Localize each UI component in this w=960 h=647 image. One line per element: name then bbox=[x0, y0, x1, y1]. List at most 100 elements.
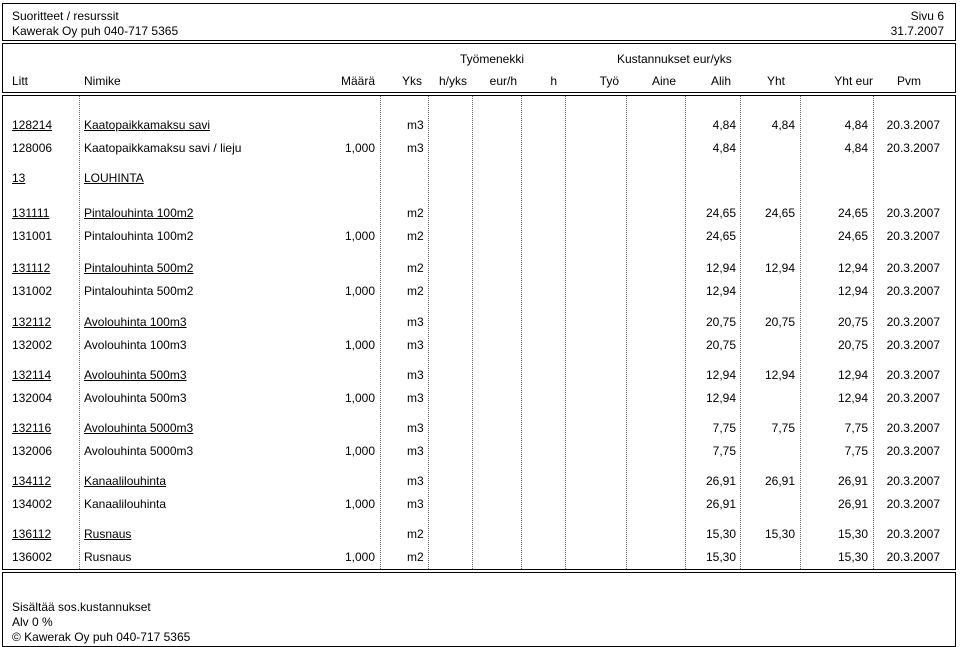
column-header-yhteur: Yht eur bbox=[834, 74, 873, 88]
cell-yhteur: 15,30 bbox=[837, 527, 868, 541]
cell-alih: 12,94 bbox=[705, 261, 736, 275]
cell-yhteur: 4,84 bbox=[844, 118, 868, 132]
cell-nimike: Kanaalilouhinta bbox=[84, 497, 167, 511]
cell-yks: m2 bbox=[407, 229, 424, 243]
cell-maara: 1,000 bbox=[344, 229, 375, 243]
cell-maara: 1,000 bbox=[344, 391, 375, 405]
cell-yks: m3 bbox=[407, 391, 424, 405]
cell-yks: m2 bbox=[407, 206, 424, 220]
cell-pvm: 20.3.2007 bbox=[886, 338, 940, 352]
column-header-maara: Määrä bbox=[340, 74, 375, 88]
cell-yks: m2 bbox=[407, 261, 424, 275]
cell-yhteur: 15,30 bbox=[837, 550, 868, 564]
column-separator bbox=[472, 96, 474, 569]
table-body-box bbox=[2, 95, 956, 570]
cell-nimike: Kaatopaikkamaksu savi / lieju bbox=[84, 141, 242, 155]
cell-litt: 132002 bbox=[12, 338, 53, 352]
cell-pvm: 20.3.2007 bbox=[886, 261, 940, 275]
cell-yhteur: 24,65 bbox=[837, 206, 868, 220]
report-date: 31.7.2007 bbox=[890, 24, 944, 38]
cell-yhteur: 12,94 bbox=[837, 261, 868, 275]
footer-note-social-costs: Sisältää sos.kustannukset bbox=[12, 600, 151, 614]
column-header-nimike: Nimike bbox=[84, 74, 121, 88]
cell-yks: m3 bbox=[407, 444, 424, 458]
column-separator bbox=[79, 96, 81, 569]
cell-litt: 136002 bbox=[12, 550, 53, 564]
cell-yhteur: 26,91 bbox=[837, 497, 868, 511]
cell-alih: 12,94 bbox=[705, 391, 736, 405]
cell-pvm: 20.3.2007 bbox=[886, 474, 940, 488]
cell-nimike: Kaatopaikkamaksu savi bbox=[84, 118, 211, 132]
column-header-pvm: Pvm bbox=[897, 74, 921, 88]
cell-yht: 7,75 bbox=[771, 421, 795, 435]
cell-litt: 132006 bbox=[12, 444, 53, 458]
column-header-alih: Alih bbox=[710, 74, 731, 88]
group-header-tyomenekki: Työmenekki bbox=[460, 52, 525, 66]
cell-yks: m3 bbox=[407, 497, 424, 511]
cell-pvm: 20.3.2007 bbox=[886, 391, 940, 405]
cell-litt: 13 bbox=[12, 171, 26, 185]
cell-yhteur: 26,91 bbox=[837, 474, 868, 488]
cell-yks: m3 bbox=[407, 141, 424, 155]
report-title: Suoritteet / resurssit bbox=[12, 9, 119, 23]
cell-maara: 1,000 bbox=[344, 338, 375, 352]
column-header-yht: Yht bbox=[766, 74, 785, 88]
cell-litt: 128006 bbox=[12, 141, 53, 155]
cell-yhteur: 20,75 bbox=[837, 338, 868, 352]
cell-alih: 7,75 bbox=[712, 444, 736, 458]
cell-nimike: Pintalouhinta 100m2 bbox=[84, 206, 194, 220]
page-number: Sivu 6 bbox=[910, 9, 944, 23]
cell-pvm: 20.3.2007 bbox=[886, 141, 940, 155]
cell-yhteur: 12,94 bbox=[837, 284, 868, 298]
cell-nimike: Pintalouhinta 500m2 bbox=[84, 261, 194, 275]
cell-litt: 132004 bbox=[12, 391, 53, 405]
column-separator bbox=[873, 96, 875, 569]
cell-nimike: Avolouhinta 500m3 bbox=[84, 391, 187, 405]
cell-yht: 12,94 bbox=[764, 368, 795, 382]
cell-yhteur: 20,75 bbox=[837, 315, 868, 329]
cell-alih: 20,75 bbox=[705, 315, 736, 329]
cell-yks: m3 bbox=[407, 368, 424, 382]
cell-yks: m3 bbox=[407, 474, 424, 488]
cell-pvm: 20.3.2007 bbox=[886, 118, 940, 132]
cell-pvm: 20.3.2007 bbox=[886, 315, 940, 329]
cell-yht: 20,75 bbox=[764, 315, 795, 329]
cell-alih: 15,30 bbox=[705, 527, 736, 541]
cell-litt: 132116 bbox=[12, 421, 52, 435]
cell-nimike: Pintalouhinta 500m2 bbox=[84, 284, 194, 298]
column-header-tyo: Työ bbox=[599, 74, 619, 88]
cell-litt: 132112 bbox=[12, 315, 52, 329]
cell-yhteur: 12,94 bbox=[837, 368, 868, 382]
cell-yhteur: 7,75 bbox=[844, 421, 868, 435]
column-separator bbox=[685, 96, 687, 569]
cell-nimike: Avolouhinta 100m3 bbox=[84, 338, 187, 352]
cell-litt: 131002 bbox=[12, 284, 53, 298]
cell-litt: 131112 bbox=[12, 261, 51, 275]
company-name: Kawerak Oy puh 040-717 5365 bbox=[12, 24, 179, 38]
cell-alih: 24,65 bbox=[705, 206, 736, 220]
column-header-box bbox=[2, 43, 956, 93]
group-header-kustannukset: Kustannukset eur/yks bbox=[617, 52, 732, 66]
cell-nimike: Kanaalilouhinta bbox=[84, 474, 167, 488]
cell-maara: 1,000 bbox=[344, 497, 375, 511]
column-separator bbox=[626, 96, 628, 569]
cell-pvm: 20.3.2007 bbox=[886, 550, 940, 564]
column-separator bbox=[800, 96, 802, 569]
cell-pvm: 20.3.2007 bbox=[886, 497, 940, 511]
column-header-aine: Aine bbox=[651, 74, 676, 88]
cell-pvm: 20.3.2007 bbox=[886, 527, 940, 541]
cell-yht: 4,84 bbox=[771, 118, 795, 132]
cell-yhteur: 12,94 bbox=[837, 391, 868, 405]
column-separator bbox=[428, 96, 430, 569]
cell-maara: 1,000 bbox=[344, 141, 375, 155]
cell-nimike: Avolouhinta 100m3 bbox=[84, 315, 187, 329]
cell-pvm: 20.3.2007 bbox=[886, 229, 940, 243]
cell-alih: 26,91 bbox=[705, 474, 736, 488]
cell-pvm: 20.3.2007 bbox=[886, 444, 940, 458]
cell-nimike: Avolouhinta 5000m3 bbox=[84, 444, 194, 458]
cell-pvm: 20.3.2007 bbox=[886, 284, 940, 298]
column-header-yks: Yks bbox=[401, 74, 422, 88]
cell-nimike: Avolouhinta 500m3 bbox=[84, 368, 187, 382]
cell-litt: 134112 bbox=[12, 474, 52, 488]
footer-copyright: © Kawerak Oy puh 040-717 5365 bbox=[12, 630, 191, 644]
